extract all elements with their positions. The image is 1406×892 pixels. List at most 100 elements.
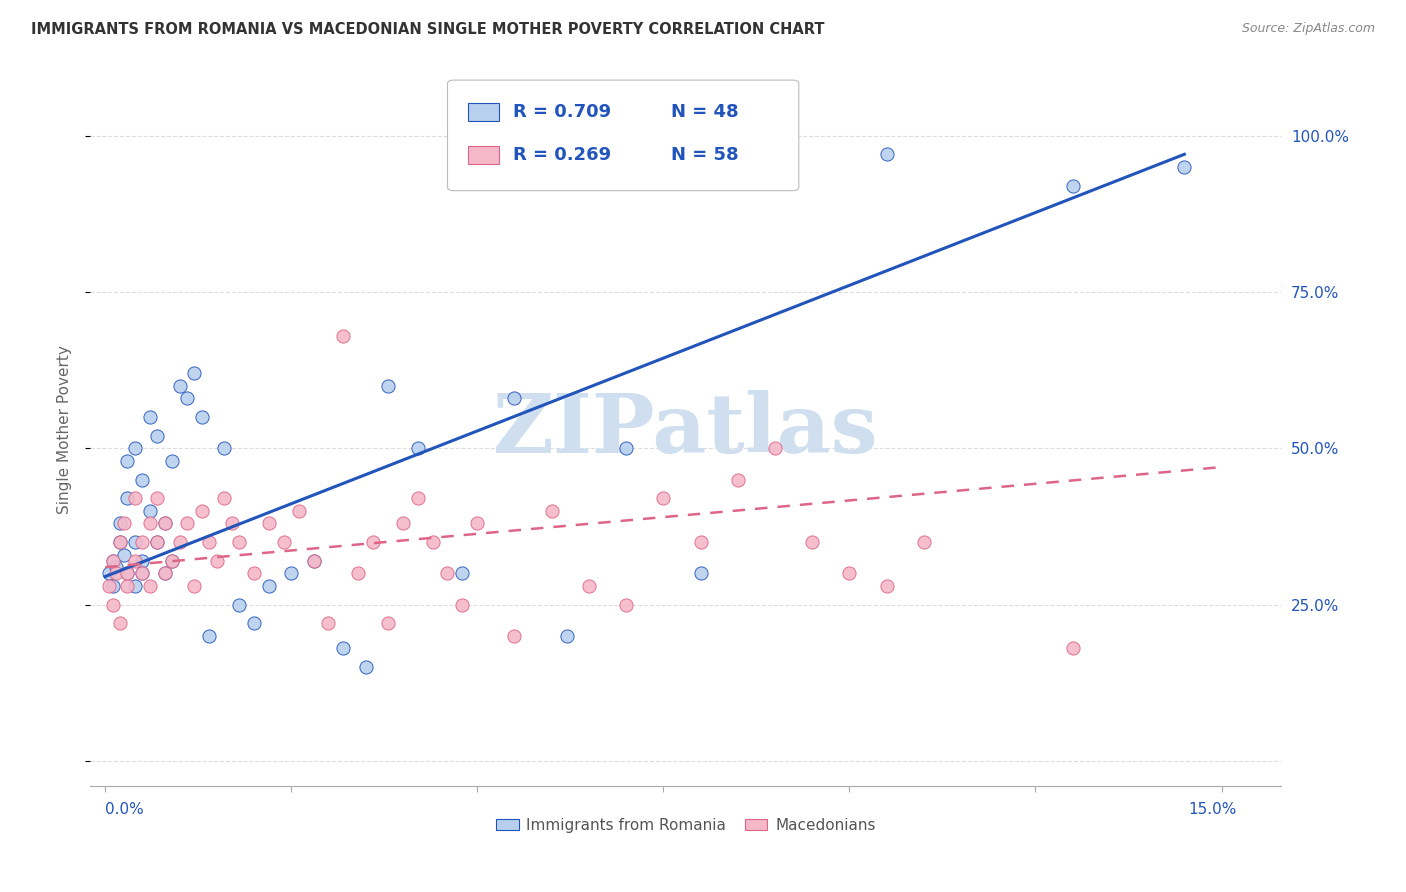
Point (153, 516, 176, 531)
Legend: Immigrants from Romania, Macedonians: Immigrants from Romania, Macedonians (489, 812, 882, 839)
Point (257, 579, 280, 593)
Point (183, 579, 205, 593)
Point (876, 579, 898, 593)
Point (169, 535, 191, 549)
Point (131, 566, 153, 581)
Point (347, 566, 370, 581)
Point (139, 504, 162, 518)
Point (101, 554, 124, 568)
Point (689, 566, 711, 581)
Point (436, 566, 458, 581)
Point (198, 535, 221, 549)
Point (117, 566, 139, 581)
Point (205, 554, 228, 568)
Point (117, 579, 139, 593)
Point (139, 410, 162, 425)
Point (280, 566, 302, 581)
Point (117, 491, 139, 506)
Point (392, 516, 415, 531)
Point (354, 660, 377, 674)
Point (146, 429, 169, 443)
Point (146, 491, 169, 506)
Point (97, 566, 120, 581)
Point (302, 554, 325, 568)
Point (153, 566, 176, 581)
FancyBboxPatch shape (447, 80, 799, 191)
Point (153, 566, 176, 581)
Point (105, 566, 128, 581)
Point (212, 491, 235, 506)
Point (183, 366, 205, 380)
Point (332, 328, 354, 343)
Point (131, 566, 153, 581)
Point (191, 410, 214, 425)
Point (451, 566, 474, 581)
FancyBboxPatch shape (468, 145, 499, 164)
Y-axis label: Single Mother Poverty: Single Mother Poverty (58, 345, 72, 514)
Point (406, 491, 429, 506)
Point (131, 473, 153, 487)
Point (212, 442, 235, 456)
Text: 0.0%: 0.0% (105, 802, 143, 817)
Point (727, 473, 749, 487)
Point (124, 535, 146, 549)
Point (689, 535, 711, 549)
Point (112, 548, 135, 562)
Point (131, 535, 153, 549)
Point (139, 516, 162, 531)
Point (160, 554, 183, 568)
Point (160, 554, 183, 568)
Point (318, 616, 340, 631)
Point (332, 641, 354, 656)
Point (105, 560, 128, 574)
Point (779, 160, 801, 174)
Point (451, 598, 474, 612)
Point (465, 516, 488, 531)
Point (108, 535, 131, 549)
Point (124, 442, 146, 456)
Point (117, 454, 139, 468)
Text: IMMIGRANTS FROM ROMANIA VS MACEDONIAN SINGLE MOTHER POVERTY CORRELATION CHART: IMMIGRANTS FROM ROMANIA VS MACEDONIAN SI… (31, 22, 824, 37)
Point (139, 579, 162, 593)
Point (101, 554, 124, 568)
Point (228, 598, 250, 612)
Point (912, 535, 935, 549)
Point (221, 516, 243, 531)
Point (124, 554, 146, 568)
Point (555, 629, 578, 643)
Point (652, 491, 675, 506)
Point (243, 566, 266, 581)
Point (578, 579, 600, 593)
Text: N = 48: N = 48 (672, 103, 740, 121)
Point (273, 535, 295, 549)
Point (614, 442, 637, 456)
Point (146, 535, 169, 549)
Point (124, 579, 146, 593)
Point (361, 535, 384, 549)
Point (146, 535, 169, 549)
Point (97, 579, 120, 593)
Point (377, 378, 399, 392)
Text: R = 0.709: R = 0.709 (513, 103, 612, 121)
Point (112, 516, 135, 531)
Point (101, 579, 124, 593)
Point (243, 616, 266, 631)
Point (614, 598, 637, 612)
Point (1173, 160, 1195, 174)
Text: 15.0%: 15.0% (1188, 802, 1236, 817)
Point (153, 516, 176, 531)
Point (406, 442, 429, 456)
Point (801, 535, 824, 549)
Point (540, 504, 562, 518)
Point (838, 566, 860, 581)
Point (191, 504, 214, 518)
Point (503, 391, 526, 405)
Text: N = 58: N = 58 (672, 146, 740, 164)
Point (287, 504, 309, 518)
Point (176, 391, 198, 405)
Point (160, 454, 183, 468)
Text: ZIPatlas: ZIPatlas (494, 390, 879, 469)
Point (198, 629, 221, 643)
Point (257, 516, 280, 531)
Point (169, 378, 191, 392)
